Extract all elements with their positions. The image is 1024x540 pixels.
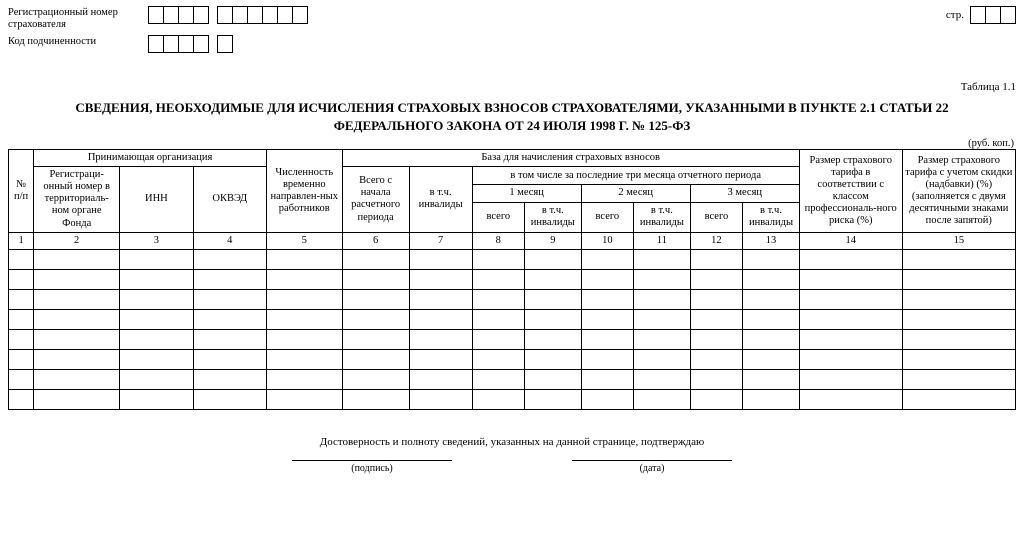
table-header: № п/п Принимающая организация Численност… [9, 150, 1016, 249]
table-row[interactable] [9, 289, 1016, 309]
table-row[interactable] [9, 369, 1016, 389]
col-org: Принимающая организация [34, 150, 267, 167]
col-m1-all: всего [472, 202, 524, 232]
sub-code-boxes[interactable] [148, 35, 233, 53]
table-row[interactable] [9, 309, 1016, 329]
page-label: стр. [946, 9, 964, 21]
column-numbers-row: 1 2 3 4 5 6 7 8 9 10 11 12 13 14 15 [9, 232, 1016, 249]
reg-number-label: Регистрационный номер страхователя [8, 6, 148, 31]
signature-label: (подпись) [292, 463, 452, 474]
signature-field[interactable]: (подпись) [292, 460, 452, 474]
table-body [9, 249, 1016, 409]
col-npp: № п/п [9, 150, 34, 232]
sub-code-label: Код подчиненности [8, 35, 148, 48]
col-m1: 1 месяц [472, 184, 581, 202]
table-row[interactable] [9, 389, 1016, 409]
main-table: № п/п Принимающая организация Численност… [8, 149, 1016, 409]
document-title: СВЕДЕНИЯ, НЕОБХОДИМЫЕ ДЛЯ ИСЧИСЛЕНИЯ СТР… [72, 99, 952, 134]
col-inv: в т.ч. инвалиды [409, 167, 472, 232]
col-m2: 2 месяц [581, 184, 690, 202]
table-row[interactable] [9, 249, 1016, 269]
sub-code-field: Код подчиненности [8, 35, 316, 53]
footer: Достоверность и полноту сведений, указан… [8, 436, 1016, 474]
header-row: Регистрационный номер страхователя Код п… [8, 6, 1016, 57]
reg-number-boxes[interactable] [148, 6, 316, 24]
unit-note: (руб. коп.) [8, 138, 1014, 149]
col-reg: Регистраци-онный номер в территориаль-но… [34, 167, 120, 232]
col-okved: ОКВЭД [193, 167, 266, 232]
col-m2-all: всего [581, 202, 633, 232]
col-3m: в том числе за последние три месяца отче… [472, 167, 799, 185]
table-row[interactable] [9, 269, 1016, 289]
col-inn: ИНН [120, 167, 193, 232]
col-m3-all: всего [690, 202, 742, 232]
col-m3: 3 месяц [690, 184, 799, 202]
table-row[interactable] [9, 349, 1016, 369]
table-caption: Таблица 1.1 [8, 81, 1016, 93]
col-m1-inv: в т.ч. инвалиды [525, 202, 582, 232]
table-row[interactable] [9, 329, 1016, 349]
col-m2-inv: в т.ч. инвалиды [634, 202, 691, 232]
page-boxes[interactable] [970, 6, 1016, 24]
reg-number-field: Регистрационный номер страхователя [8, 6, 316, 31]
date-field[interactable]: (дата) [572, 460, 732, 474]
col-base: База для начисления страховых взносов [342, 150, 799, 167]
col-m3-inv: в т.ч. инвалиды [743, 202, 800, 232]
col-total: Всего с начала расчетного периода [342, 167, 409, 232]
date-label: (дата) [572, 463, 732, 474]
signature-row: (подпись) (дата) [8, 460, 1016, 474]
footer-text: Достоверность и полноту сведений, указан… [8, 436, 1016, 448]
col-tarif: Размер страхового тарифа в соответствии … [799, 150, 902, 232]
header-left: Регистрационный номер страхователя Код п… [8, 6, 316, 57]
col-tarif2: Размер страхового тарифа с учетом скидки… [902, 150, 1015, 232]
header-right: стр. [946, 6, 1016, 24]
col-workers: Численность временно направлен-ных работ… [267, 150, 343, 232]
